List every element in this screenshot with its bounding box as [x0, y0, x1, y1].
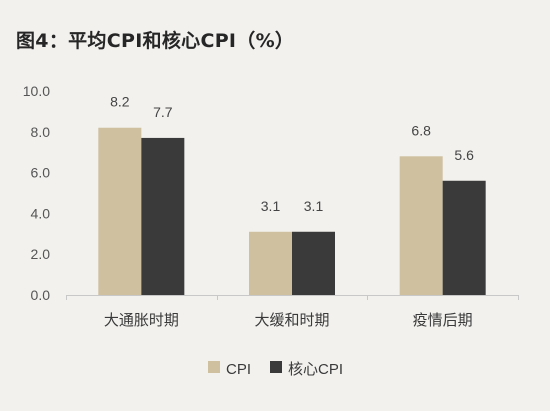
y-tick-label: 8.0 [31, 124, 51, 140]
y-axis: 0.0 2.0 4.0 6.0 8.0 10.0 [23, 83, 50, 303]
legend-label-core-cpi: 核心CPI [288, 361, 343, 378]
data-label: 3.1 [304, 198, 324, 214]
data-label: 6.8 [411, 122, 431, 138]
x-tick-label: 大通胀时期 [104, 312, 179, 329]
data-label: 7.7 [153, 104, 173, 120]
y-tick-label: 2.0 [31, 246, 51, 262]
x-tick-label: 疫情后期 [413, 312, 473, 329]
data-label: 5.6 [454, 147, 474, 163]
bar-core-cpi [442, 180, 486, 295]
x-axis: 大通胀时期 大缓和时期 疫情后期 [66, 295, 519, 329]
y-tick-label: 10.0 [23, 83, 50, 99]
y-tick-label: 0.0 [31, 287, 51, 303]
legend-label-cpi: CPI [226, 361, 251, 378]
chart-title: 图4：平均CPI和核心CPI（%） [16, 30, 295, 52]
x-tick-label: 大缓和时期 [254, 312, 329, 329]
bar-core-cpi [141, 137, 185, 295]
legend-swatch-core-cpi [270, 361, 282, 373]
bar-cpi [98, 127, 142, 295]
legend-swatch-cpi [208, 361, 220, 373]
legend: CPI 核心CPI [208, 361, 343, 378]
y-tick-label: 6.0 [31, 165, 51, 181]
bars: 8.2 7.7 3.1 3.1 6.8 5.6 [98, 94, 486, 295]
bar-cpi [399, 156, 443, 295]
y-tick-label: 4.0 [31, 205, 51, 221]
data-label: 3.1 [261, 198, 281, 214]
bar-cpi [249, 231, 292, 295]
data-label: 8.2 [110, 94, 130, 110]
bar-core-cpi [292, 231, 335, 295]
